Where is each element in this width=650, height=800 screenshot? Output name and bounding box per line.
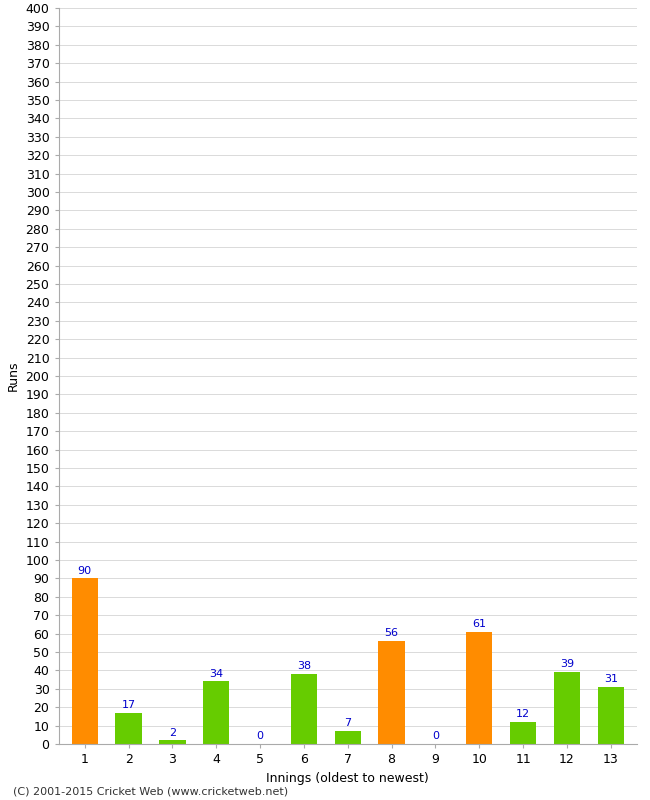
Text: 56: 56 [385,628,398,638]
Bar [116,713,142,744]
Text: 39: 39 [560,659,574,670]
Text: 17: 17 [122,700,136,710]
Text: 61: 61 [473,619,486,629]
Text: 0: 0 [257,731,264,742]
Bar [378,641,405,744]
Bar [335,731,361,744]
Bar [291,674,317,744]
Text: (C) 2001-2015 Cricket Web (www.cricketweb.net): (C) 2001-2015 Cricket Web (www.cricketwe… [13,786,288,796]
X-axis label: Innings (oldest to newest): Innings (oldest to newest) [266,771,429,785]
Bar [203,682,229,744]
Text: 7: 7 [344,718,351,728]
Text: 90: 90 [78,566,92,576]
Text: 31: 31 [604,674,618,684]
Bar [466,632,493,744]
Text: 34: 34 [209,669,224,678]
Bar [159,740,186,744]
Bar [597,687,624,744]
Text: 0: 0 [432,731,439,742]
Text: 38: 38 [297,662,311,671]
Bar [554,672,580,744]
Text: 2: 2 [169,727,176,738]
Bar [72,578,98,744]
Y-axis label: Runs: Runs [7,361,20,391]
Bar [510,722,536,744]
Text: 12: 12 [516,709,530,719]
